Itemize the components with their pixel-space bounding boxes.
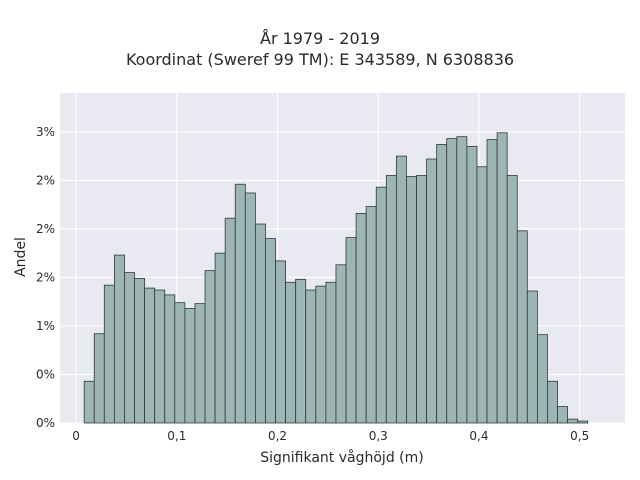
histogram-bar <box>174 302 186 424</box>
x-tick-label: 0,2 <box>268 429 287 443</box>
histogram-bar <box>375 186 387 424</box>
y-tick-label: 2% <box>36 222 55 236</box>
y-tick-label: 1% <box>36 319 55 333</box>
histogram-bar <box>547 380 558 424</box>
y-tick-label: 0% <box>36 367 55 381</box>
histogram-bar <box>93 333 105 424</box>
histogram-bar <box>496 132 508 424</box>
histogram-bar <box>436 144 448 424</box>
histogram-bar <box>204 270 216 424</box>
histogram-bar <box>83 380 95 424</box>
histogram-bar <box>184 308 196 424</box>
y-tick-label: 2% <box>36 173 55 187</box>
histogram-bar <box>124 272 135 424</box>
y-tick-label: 2% <box>36 270 55 284</box>
histogram-bar <box>365 206 377 424</box>
histogram-bar <box>506 175 518 424</box>
x-axis-ticks: 0 0,1 0,2 0,3 0,4 0,5 <box>72 429 589 443</box>
x-tick-label: 0,3 <box>369 429 388 443</box>
histogram-bar <box>456 136 468 424</box>
histogram-bar <box>335 264 347 424</box>
histogram-bar <box>557 406 568 424</box>
histogram-bar <box>385 175 397 424</box>
histogram-bar <box>244 192 256 424</box>
histogram-bar <box>305 289 317 424</box>
histogram-bar <box>466 145 478 424</box>
histogram-bar <box>134 277 145 424</box>
histogram-bar <box>214 252 226 424</box>
histogram-bar <box>526 290 538 424</box>
histogram-bar <box>516 230 528 424</box>
histogram-bar <box>315 285 327 424</box>
x-tick-label: 0,1 <box>167 429 186 443</box>
histogram-bar <box>265 238 276 424</box>
histogram-bar <box>224 217 236 424</box>
x-axis-label: Signifikant våghöjd (m) <box>260 449 423 466</box>
histogram-bar <box>355 212 367 424</box>
histogram-bar <box>295 278 307 424</box>
histogram-bar <box>285 281 297 424</box>
histogram-bar <box>254 223 266 424</box>
chart-subtitle: Koordinat (Sweref 99 TM): E 343589, N 63… <box>125 50 515 69</box>
histogram-bar <box>406 176 417 424</box>
histogram-bar <box>446 138 458 424</box>
histogram-bar <box>476 166 488 424</box>
x-tick-label: 0 <box>72 429 80 443</box>
histogram-bars <box>83 132 589 424</box>
histogram-bar <box>345 237 357 424</box>
histogram-bar <box>103 284 115 424</box>
histogram-bar <box>416 175 427 424</box>
histogram-bar <box>144 287 156 424</box>
x-tick-label: 0,5 <box>570 429 589 443</box>
y-tick-label: 0% <box>36 416 55 430</box>
histogram-bar <box>486 139 498 424</box>
x-tick-label: 0,4 <box>469 429 488 443</box>
histogram-bar <box>577 420 589 424</box>
histogram-bar <box>426 158 438 424</box>
histogram-bar <box>234 183 246 424</box>
histogram-bar <box>275 260 286 424</box>
chart-title: År 1979 - 2019 <box>260 29 380 48</box>
histogram-bar <box>325 281 337 424</box>
y-axis-ticks: 0% 0% 1% 2% 2% 2% 3% <box>36 125 55 430</box>
histogram-bar <box>113 254 125 424</box>
histogram-bar <box>536 334 548 424</box>
histogram-bar <box>194 303 206 424</box>
histogram-bar <box>154 289 166 424</box>
histogram-bar <box>395 155 407 424</box>
histogram-bar <box>164 294 176 424</box>
y-axis-label: Andel <box>13 237 29 277</box>
histogram-bar <box>567 418 579 424</box>
y-tick-label: 3% <box>36 125 55 139</box>
